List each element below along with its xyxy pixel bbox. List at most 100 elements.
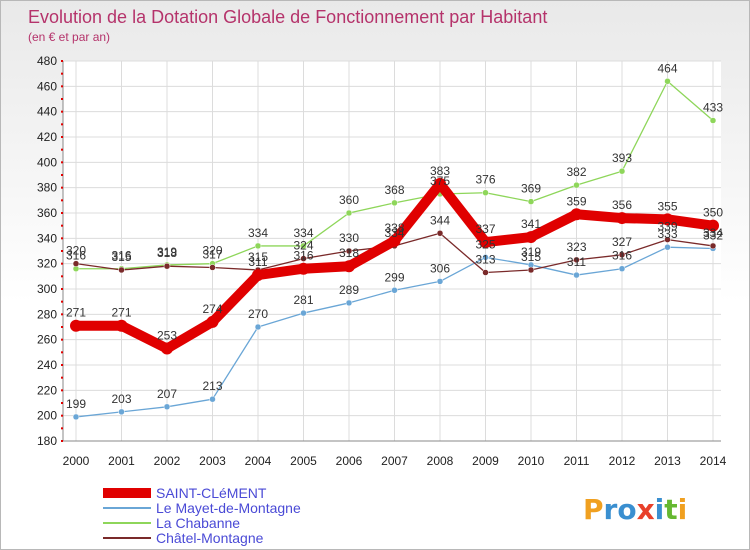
y-tick-label: 360 [37,206,57,220]
proxiti-logo: Proxiti [583,493,687,526]
y-minor-tick [61,300,63,303]
y-minor-tick [61,136,63,138]
data-label: 311 [248,255,267,269]
data-label: 320 [66,244,86,258]
data-label: 360 [339,193,359,207]
data-point [573,256,580,264]
data-label: 203 [111,392,131,406]
data-label: 337 [475,222,495,236]
legend-label: Châtel-Montagne [156,530,264,546]
y-minor-tick [61,313,63,316]
y-tick-label: 260 [37,333,57,347]
data-point [391,287,398,294]
y-tick-label: 320 [37,257,57,271]
y-minor-tick [61,364,63,366]
data-label: 344 [430,213,450,227]
data-label: 359 [566,194,586,208]
data-label: 319 [521,245,541,259]
y-tick-label: 220 [37,383,57,397]
data-label: 315 [521,250,541,264]
y-minor-tick [61,389,63,392]
data-point [254,323,262,331]
data-point [343,260,355,273]
data-point [664,78,671,85]
chart-subtitle: (en € et par an) [28,30,110,44]
y-minor-tick [61,351,63,354]
y-minor-tick [61,402,63,404]
data-point [661,213,674,226]
y-minor-tick [61,174,63,176]
x-tick-label: 2010 [518,454,545,468]
data-point [252,269,264,282]
y-minor-tick [61,161,63,164]
data-point [618,251,626,259]
data-point [434,177,446,190]
y-minor-tick [61,338,63,341]
y-tick-label: 240 [37,358,57,372]
data-label: 199 [66,397,86,411]
data-point [163,403,171,411]
data-point [254,242,262,250]
data-point [297,262,310,275]
data-label: 334 [384,226,404,240]
y-minor-tick [61,186,63,189]
y-tick-label: 340 [37,231,57,245]
data-label: 318 [157,246,177,260]
data-label: 464 [657,61,677,75]
data-label: 316 [111,249,131,263]
data-label: 369 [521,182,541,196]
y-minor-tick [61,85,63,88]
x-tick-label: 2007 [381,454,408,468]
data-label: 325 [475,237,495,251]
data-point [118,408,125,416]
y-tick-label: 440 [37,105,57,119]
data-label: 299 [384,270,404,284]
data-point [436,230,444,237]
data-label: 313 [475,253,495,267]
data-point [573,181,580,189]
x-tick-label: 2000 [63,454,90,468]
x-tick-label: 2008 [427,454,454,468]
data-point [616,212,628,225]
data-point [345,209,353,217]
data-point [479,236,492,249]
data-label: 383 [430,164,450,178]
y-minor-tick [61,60,63,62]
data-point [664,236,671,243]
data-label: 334 [703,226,723,240]
svg-text:Proxiti: Proxiti [583,493,687,526]
y-tick-label: 380 [37,181,57,195]
data-point [209,395,216,403]
data-point [664,243,671,251]
y-minor-tick [61,262,63,265]
y-minor-tick [61,376,63,379]
data-point [163,262,171,270]
data-point [570,208,583,221]
data-label: 315 [248,250,268,264]
plot-area [63,61,721,441]
data-label: 318 [339,246,359,260]
data-label: 341 [521,217,541,231]
x-tick-label: 2002 [154,454,181,468]
data-label: 319 [157,245,177,259]
y-tick-label: 300 [37,282,57,296]
data-point [300,255,307,262]
data-point [709,242,717,250]
data-point [391,199,398,207]
data-point [345,247,353,255]
y-minor-tick [61,427,63,430]
data-label: 333 [657,227,677,241]
data-point [115,319,128,332]
data-point [345,299,353,307]
y-minor-tick [61,72,63,75]
data-label: 350 [703,206,723,220]
data-point [709,117,717,124]
data-point [618,167,626,175]
data-label: 334 [248,226,268,240]
data-label: 376 [475,173,495,187]
y-minor-tick [61,212,63,214]
x-tick-label: 2005 [290,454,317,468]
